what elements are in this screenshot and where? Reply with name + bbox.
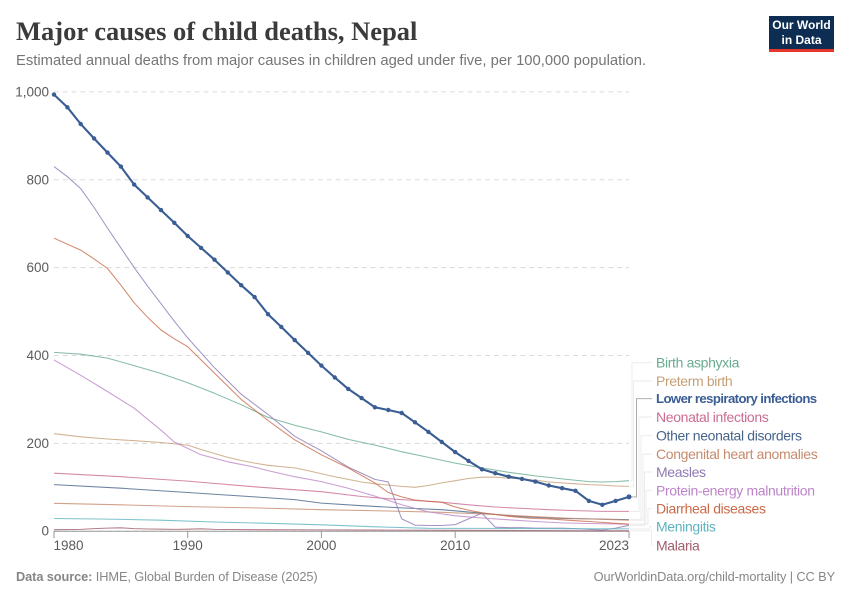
svg-text:1980: 1980	[54, 538, 84, 553]
svg-text:Birth asphyxia: Birth asphyxia	[656, 355, 740, 371]
svg-text:2000: 2000	[306, 538, 336, 553]
svg-text:Malaria: Malaria	[656, 537, 700, 553]
svg-text:Other neonatal disorders: Other neonatal disorders	[656, 428, 802, 444]
svg-text:Congenital heart anomalies: Congenital heart anomalies	[656, 446, 818, 462]
svg-text:Lower respiratory infections: Lower respiratory infections	[656, 391, 817, 406]
svg-text:Measles: Measles	[656, 464, 706, 480]
svg-text:200: 200	[26, 436, 49, 451]
svg-text:800: 800	[26, 172, 49, 187]
svg-text:2010: 2010	[440, 538, 470, 553]
svg-text:600: 600	[26, 260, 49, 275]
svg-text:2023: 2023	[599, 538, 629, 553]
svg-text:0: 0	[41, 524, 49, 539]
svg-text:Diarrheal diseases: Diarrheal diseases	[656, 501, 766, 517]
svg-text:1990: 1990	[173, 538, 203, 553]
svg-text:1,000: 1,000	[15, 84, 49, 99]
svg-text:Neonatal infections: Neonatal infections	[656, 409, 769, 425]
svg-text:Preterm birth: Preterm birth	[656, 373, 732, 389]
svg-text:400: 400	[26, 348, 49, 363]
svg-text:Protein-energy malnutrition: Protein-energy malnutrition	[656, 482, 815, 498]
svg-text:Meningitis: Meningitis	[656, 519, 716, 535]
